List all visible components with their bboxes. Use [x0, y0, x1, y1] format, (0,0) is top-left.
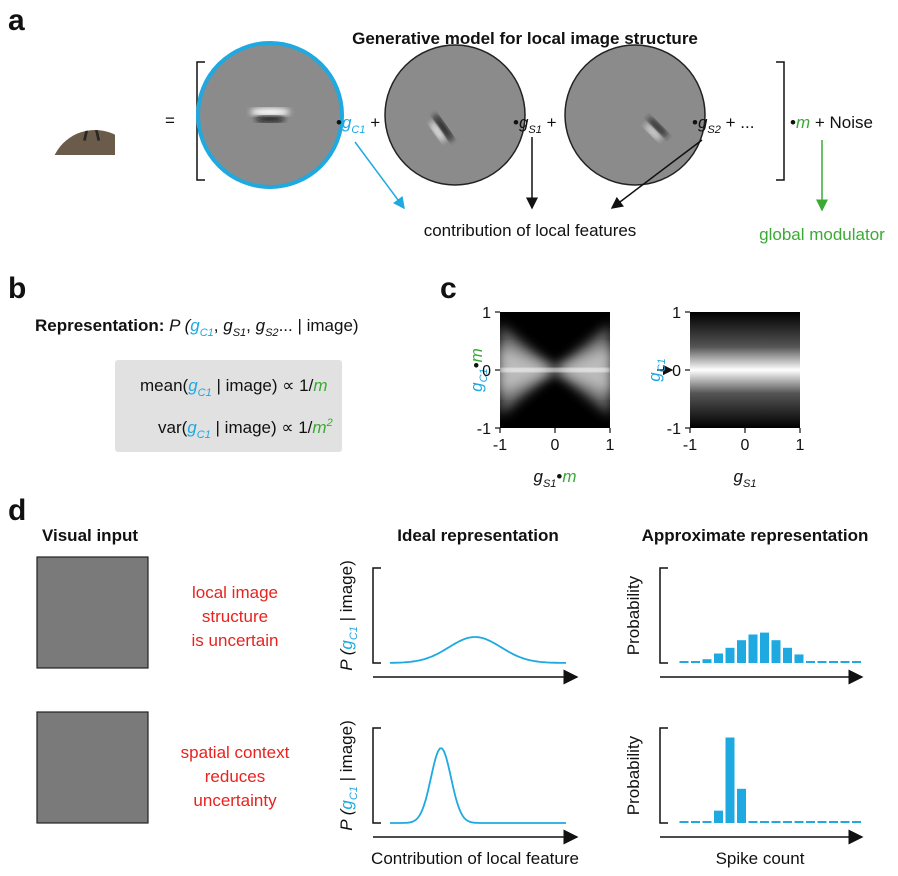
bar [772, 640, 781, 663]
y-tick-label: -1 [477, 421, 491, 438]
relation-box [115, 360, 342, 452]
axis [373, 568, 381, 663]
heatmap [690, 312, 800, 428]
feature-c1 [198, 43, 342, 187]
x-tick-label: 1 [796, 437, 805, 454]
density-curve [390, 748, 566, 823]
visual-input [37, 712, 148, 823]
column-header: Visual input [42, 526, 138, 545]
visual-input [37, 557, 152, 668]
axis [373, 728, 381, 823]
x-tick-label: 1 [606, 437, 615, 454]
x-axis-label: gS1 [734, 467, 757, 490]
density-curve [390, 637, 566, 663]
note: uncertainty [193, 791, 277, 810]
x-axis-label: Spike count [716, 849, 805, 868]
x-tick-label: -1 [493, 437, 507, 454]
photo [25, 65, 115, 155]
y-tick-label: -1 [667, 421, 681, 438]
bar [726, 738, 735, 824]
bar [703, 659, 712, 663]
feature-s1 [385, 45, 525, 185]
axis [660, 568, 668, 663]
note: structure [202, 607, 268, 626]
heatmap [500, 312, 610, 428]
bar [726, 648, 735, 663]
column-header: Approximate representation [642, 526, 869, 545]
note: reduces [205, 767, 265, 786]
y-tick-label: 1 [482, 305, 491, 322]
y-axis-label: P (gC1 | image) [337, 560, 360, 670]
bar [737, 789, 746, 823]
panel-label: d [8, 494, 26, 527]
y-axis-label: Probability [624, 735, 643, 815]
column-header: Ideal representation [397, 526, 559, 545]
figure: a Generative model for local image struc… [0, 0, 898, 871]
x-axis-label: gS1•m [533, 467, 576, 490]
bracket [776, 62, 784, 180]
note: is uncertain [192, 631, 279, 650]
caption: contribution of local features [424, 221, 637, 240]
bar [737, 640, 746, 663]
x-tick-label: 0 [551, 437, 560, 454]
axis [660, 728, 668, 823]
bar [749, 635, 758, 664]
panel-label: c [440, 272, 457, 305]
x-tick-label: 0 [741, 437, 750, 454]
note: local image [192, 583, 278, 602]
bar [795, 654, 804, 663]
term: •gC1 + [336, 113, 380, 136]
panel-label: a [8, 4, 25, 37]
y-tick-label: 0 [482, 363, 491, 380]
bar [760, 633, 769, 663]
caption: global modulator [759, 225, 885, 244]
term: •m + Noise [790, 113, 873, 132]
y-axis-label: Probability [624, 575, 643, 655]
x-axis-label: Contribution of local feature [371, 849, 579, 868]
y-tick-label: 0 [672, 363, 681, 380]
representation: Representation: P (gC1, gS1, gS2... | im… [35, 316, 359, 339]
bar [714, 811, 723, 823]
note: spatial context [181, 743, 290, 762]
y-axis-label: gC1 [645, 358, 668, 382]
equals: = [165, 111, 175, 130]
y-axis-label: P (gC1 | image) [337, 720, 360, 830]
panel-label: b [8, 272, 26, 305]
feature-s2 [565, 45, 705, 185]
y-tick-label: 1 [672, 305, 681, 322]
bar [714, 654, 723, 664]
x-tick-label: -1 [683, 437, 697, 454]
bar [783, 648, 792, 663]
